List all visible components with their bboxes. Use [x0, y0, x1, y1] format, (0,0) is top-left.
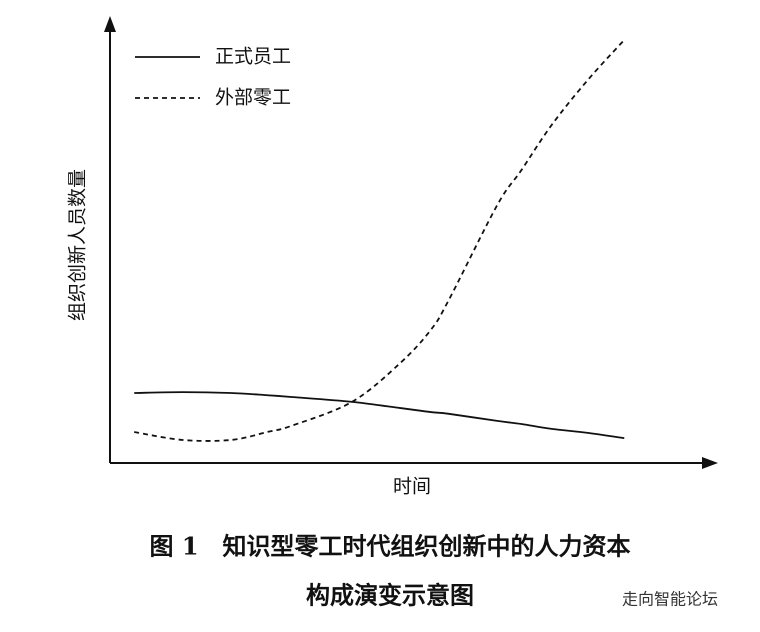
y-axis-title: 组织创新人员数量: [67, 169, 89, 321]
caption: 图 1 知识型零工时代组织创新中的人力资本: [149, 532, 630, 561]
series-line: [134, 391, 625, 440]
x-arrow: [702, 457, 718, 469]
legend-label: 外部零工: [215, 87, 291, 109]
y-arrow: [104, 16, 116, 32]
series-line: [134, 39, 625, 442]
caption: 构成演变示意图: [306, 581, 474, 610]
legend-label: 正式员工: [215, 46, 291, 68]
watermark: 走向智能论坛: [622, 590, 718, 609]
x-axis-title: 时间: [393, 476, 431, 498]
